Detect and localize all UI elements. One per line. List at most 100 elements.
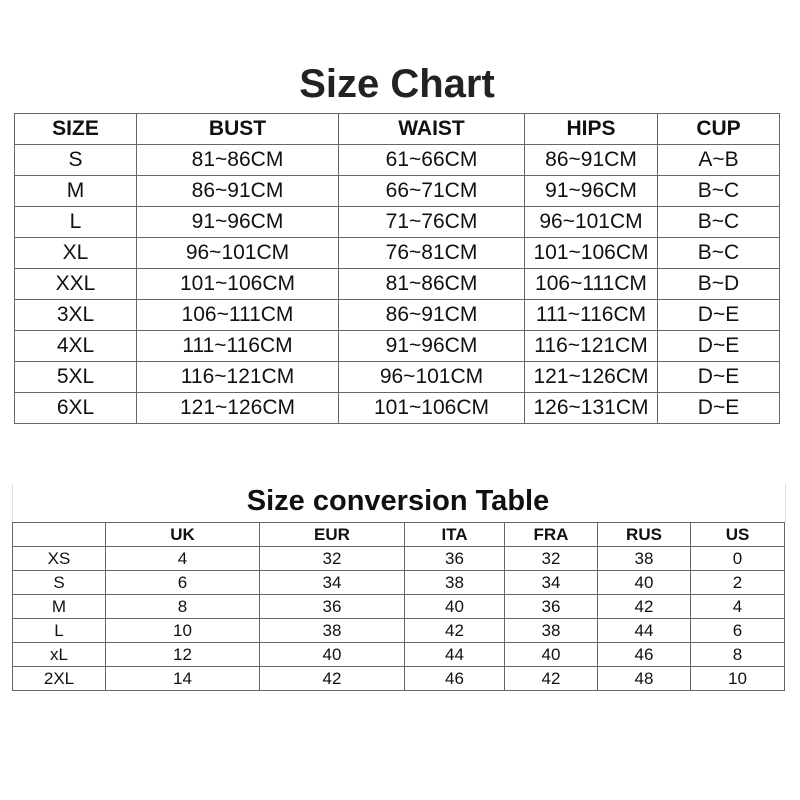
table-cell: 111~116CM bbox=[136, 330, 339, 362]
table-cell: 116~121CM bbox=[136, 361, 339, 393]
size-label-cell: S bbox=[12, 570, 106, 595]
table-cell: 34 bbox=[504, 570, 598, 595]
table-cell: 121~126CM bbox=[524, 361, 658, 393]
table-cell: 61~66CM bbox=[338, 144, 525, 176]
table-cell: 4 bbox=[690, 594, 785, 619]
size-label-cell: 3XL bbox=[14, 299, 137, 331]
table-cell: 96~101CM bbox=[136, 237, 339, 269]
table-cell: 86~91CM bbox=[136, 175, 339, 207]
size-label-cell: XS bbox=[12, 546, 106, 571]
table-cell: 34 bbox=[259, 570, 405, 595]
table-cell: 38 bbox=[259, 618, 405, 643]
column-header: EUR bbox=[259, 522, 405, 547]
table-cell: 40 bbox=[597, 570, 691, 595]
table-cell: 32 bbox=[504, 546, 598, 571]
size-label-cell: L bbox=[12, 618, 106, 643]
column-header: FRA bbox=[504, 522, 598, 547]
table-cell: 71~76CM bbox=[338, 206, 525, 238]
size-chart-title: Size Chart bbox=[299, 62, 495, 106]
table-row: S 81~86CM 61~66CM 86~91CM A~B bbox=[14, 144, 780, 176]
table-cell: 40 bbox=[504, 642, 598, 667]
table-cell: 12 bbox=[105, 642, 260, 667]
table-row: L 91~96CM 71~76CM 96~101CM B~C bbox=[14, 206, 780, 238]
conversion-table-title: Size conversion Table bbox=[246, 485, 550, 517]
column-header: BUST bbox=[136, 113, 339, 145]
table-cell: 42 bbox=[404, 618, 505, 643]
table-cell: 48 bbox=[597, 666, 691, 691]
table-cell: 81~86CM bbox=[136, 144, 339, 176]
table-cell: 66~71CM bbox=[338, 175, 525, 207]
table-cell: 96~101CM bbox=[338, 361, 525, 393]
table-cell: 91~96CM bbox=[524, 175, 658, 207]
table-cell: D~E bbox=[657, 330, 780, 362]
table-cell: 42 bbox=[504, 666, 598, 691]
table-cell: 10 bbox=[105, 618, 260, 643]
table-cell: 101~106CM bbox=[524, 237, 658, 269]
table-cell: 91~96CM bbox=[338, 330, 525, 362]
table-cell: 0 bbox=[690, 546, 785, 571]
table-cell: 8 bbox=[105, 594, 260, 619]
column-header: WAIST bbox=[338, 113, 525, 145]
table-cell: 81~86CM bbox=[338, 268, 525, 300]
table-cell: 42 bbox=[259, 666, 405, 691]
table-cell: 106~111CM bbox=[524, 268, 658, 300]
table-cell: 10 bbox=[690, 666, 785, 691]
size-label-cell: S bbox=[14, 144, 137, 176]
table-cell: A~B bbox=[657, 144, 780, 176]
table-row: M 86~91CM 66~71CM 91~96CM B~C bbox=[14, 175, 780, 207]
table-cell: 91~96CM bbox=[136, 206, 339, 238]
table-cell: B~C bbox=[657, 237, 780, 269]
table-cell: 101~106CM bbox=[338, 392, 525, 424]
table-cell: 42 bbox=[597, 594, 691, 619]
conversion-title-box bbox=[12, 484, 786, 522]
column-header: ITA bbox=[404, 522, 505, 547]
column-header: RUS bbox=[597, 522, 691, 547]
size-label-cell: xL bbox=[12, 642, 106, 667]
table-row: XS 4 32 36 32 38 0 bbox=[12, 546, 785, 571]
size-label-cell: XL bbox=[14, 237, 137, 269]
table-cell: 36 bbox=[504, 594, 598, 619]
table-cell: 38 bbox=[504, 618, 598, 643]
column-header: HIPS bbox=[524, 113, 658, 145]
size-label-cell: 4XL bbox=[14, 330, 137, 362]
table-cell: 111~116CM bbox=[524, 299, 658, 331]
table-row: 2XL 14 42 46 42 48 10 bbox=[12, 666, 785, 691]
column-header bbox=[12, 522, 106, 547]
size-label-cell: 5XL bbox=[14, 361, 137, 393]
table-cell: 126~131CM bbox=[524, 392, 658, 424]
column-header: US bbox=[690, 522, 785, 547]
table-row: L 10 38 42 38 44 6 bbox=[12, 618, 785, 643]
size-chart-table: SIZE BUST WAIST HIPS CUP S 81~86CM 61~66CM 86~9… bbox=[14, 113, 780, 424]
size-label-cell: L bbox=[14, 206, 137, 238]
table-cell: 116~121CM bbox=[524, 330, 658, 362]
table-row: M 8 36 40 36 42 4 bbox=[12, 594, 785, 619]
table-cell: 86~91CM bbox=[524, 144, 658, 176]
table-cell: B~C bbox=[657, 206, 780, 238]
size-label-cell: M bbox=[12, 594, 106, 619]
column-header: CUP bbox=[657, 113, 780, 145]
table-cell: 6 bbox=[105, 570, 260, 595]
table-cell: 6 bbox=[690, 618, 785, 643]
table-cell: B~D bbox=[657, 268, 780, 300]
size-conversion-table: UK EUR ITA FRA RUS US XS 4 32 36 32 38 0 S 6 34 38 34 40 2… bbox=[12, 522, 785, 691]
table-cell: 46 bbox=[404, 666, 505, 691]
table-cell: 96~101CM bbox=[524, 206, 658, 238]
table-row: xL 12 40 44 40 46 8 bbox=[12, 642, 785, 667]
size-label-cell: 2XL bbox=[12, 666, 106, 691]
size-label-cell: XXL bbox=[14, 268, 137, 300]
table-row: 3XL 106~111CM 86~91CM 111~116CM D~E bbox=[14, 299, 780, 331]
size-label-cell: M bbox=[14, 175, 137, 207]
table-row: XL 96~101CM 76~81CM 101~106CM B~C bbox=[14, 237, 780, 269]
column-header: SIZE bbox=[14, 113, 137, 145]
table-row: XXL 101~106CM 81~86CM 106~111CM B~D bbox=[14, 268, 780, 300]
table-cell: 101~106CM bbox=[136, 268, 339, 300]
size-label-cell: 6XL bbox=[14, 392, 137, 424]
table-cell: 14 bbox=[105, 666, 260, 691]
table-row: S 6 34 38 34 40 2 bbox=[12, 570, 785, 595]
table-cell: 36 bbox=[404, 546, 505, 571]
table-cell: 40 bbox=[404, 594, 505, 619]
table-cell: 44 bbox=[404, 642, 505, 667]
table-cell: D~E bbox=[657, 299, 780, 331]
table-cell: 2 bbox=[690, 570, 785, 595]
table-cell: 86~91CM bbox=[338, 299, 525, 331]
